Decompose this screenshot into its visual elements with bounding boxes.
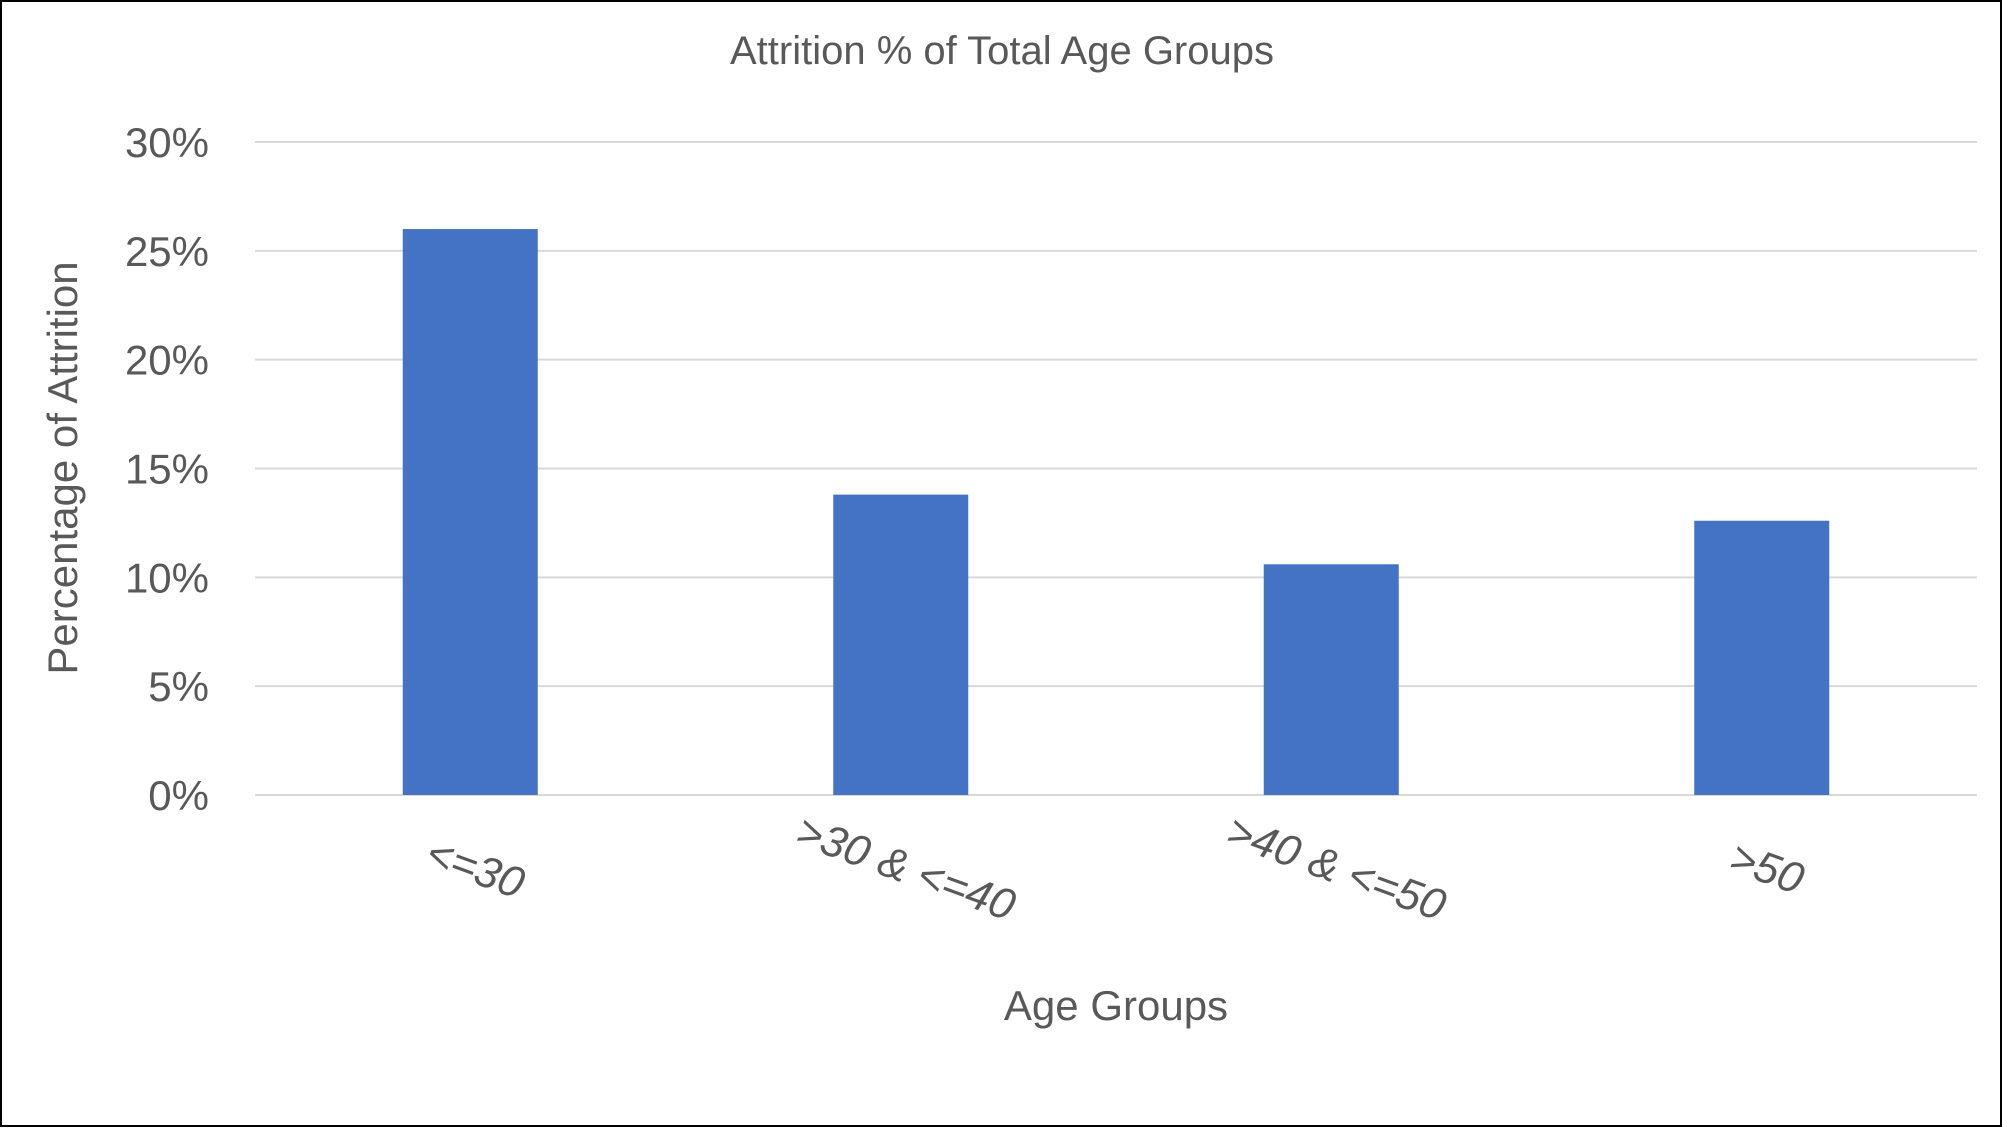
x-tick-label: <=30 [420,828,532,909]
bar [402,229,538,796]
bars [402,229,1830,796]
bar [1263,564,1399,795]
y-tick-label: 25% [125,228,209,275]
x-tick-label: >40 & <=50 [1220,806,1452,930]
bar [1694,520,1830,795]
y-tick-label: 0% [148,772,209,819]
y-tick-label: 15% [125,446,209,493]
x-axis-label: Age Groups [1004,982,1228,1029]
y-axis-ticks: 0% 5% 10% 15% 20% 25% 30% [125,119,209,819]
y-axis-label: Percentage of Attrition [39,261,86,674]
x-tick-label: >50 [1723,833,1810,905]
chart-title: Attrition % of Total Age Groups [730,29,1274,73]
y-tick-label: 20% [125,337,209,384]
x-axis-ticks: <=30 >30 & <=40 >40 & <=50 >50 [420,806,1811,930]
y-tick-label: 10% [125,554,209,601]
y-tick-label: 5% [148,663,209,710]
y-tick-label: 30% [125,119,209,166]
bar [833,494,969,795]
x-tick-label: >30 & <=40 [790,806,1022,930]
gridlines [255,141,1977,796]
